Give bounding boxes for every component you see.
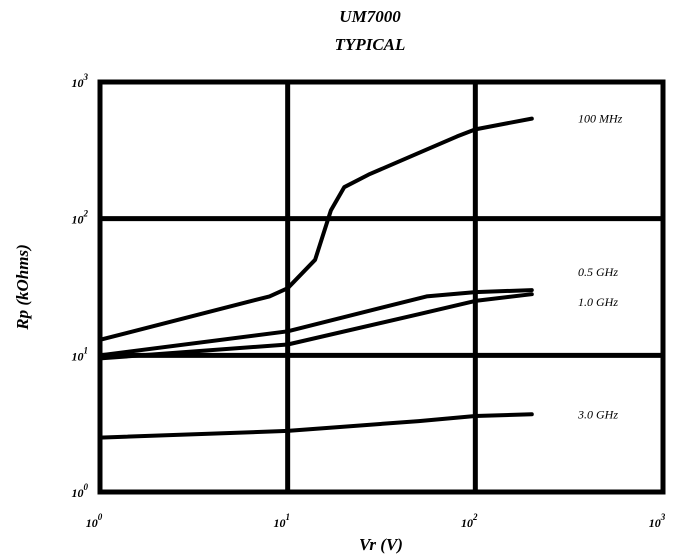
chart-subtitle: TYPICAL — [335, 35, 406, 54]
y-tick-label: 102 — [72, 209, 89, 227]
x-tick-label: 103 — [649, 512, 666, 530]
chart-title: UM7000 — [339, 7, 401, 26]
grid-layer — [100, 82, 663, 492]
x-tick-label: 101 — [273, 512, 290, 530]
plot-frame — [97, 79, 666, 495]
series-label: 3.0 GHz — [577, 407, 618, 421]
y-tick-label: 100 — [72, 482, 89, 500]
series-line — [98, 288, 534, 358]
y-tick-label: 101 — [72, 345, 89, 363]
series-label-layer: 100 MHz 0.5 GHz 1.0 GHz 3.0 GHz — [577, 112, 623, 422]
series-label: 1.0 GHz — [578, 295, 618, 309]
series-line — [98, 412, 534, 440]
x-tick-label: 102 — [461, 512, 478, 530]
series-line — [98, 116, 534, 342]
y-axis-label: Rp (kOhms) — [13, 244, 32, 330]
x-axis-label: Vr (V) — [359, 535, 403, 554]
series-layer — [98, 116, 534, 440]
y-tick-labels: 100 101 102 103 — [72, 72, 89, 500]
y-tick-label: 103 — [72, 72, 89, 90]
x-tick-label: 100 — [86, 512, 103, 530]
x-tick-labels: 100 101 102 103 — [86, 512, 666, 530]
series-label: 0.5 GHz — [578, 265, 618, 279]
series-line — [98, 292, 534, 361]
series-label: 100 MHz — [578, 112, 623, 126]
